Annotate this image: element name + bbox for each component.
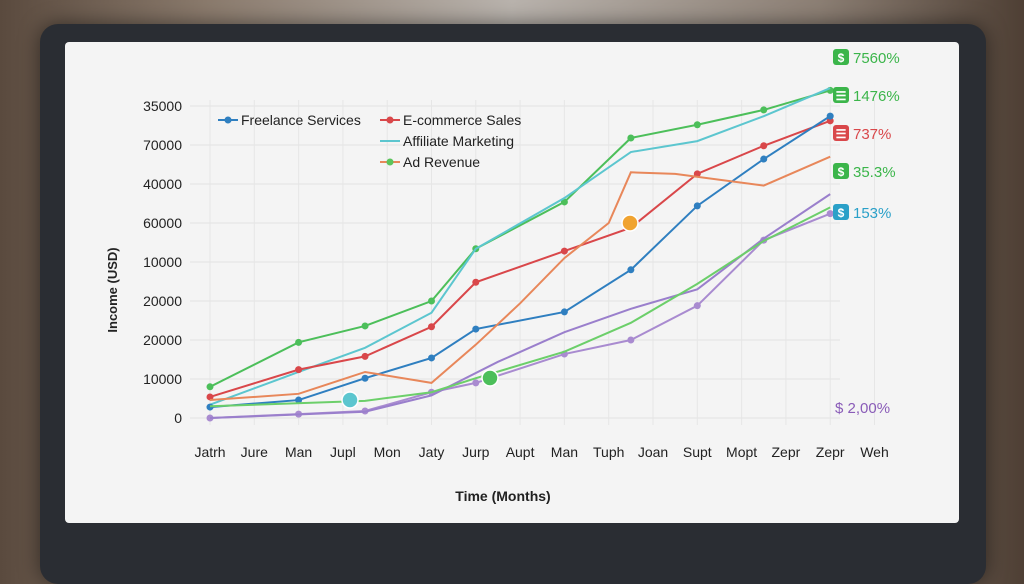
data-point [627, 266, 635, 274]
y-tick-label: 60000 [143, 215, 182, 231]
grid [190, 100, 875, 425]
y-tick-label: 40000 [143, 176, 182, 192]
data-point [428, 297, 435, 305]
data-point [361, 374, 369, 382]
x-tick-label: Zepr [772, 444, 801, 460]
x-tick-label: Aupt [506, 444, 535, 460]
annotations: $7560% ☰ 1476% ☰ 737% $ 35.3% $ 153% $ 2,00% [833, 49, 900, 417]
data-point [361, 322, 369, 330]
dollar-icon [833, 49, 849, 65]
x-tick-label: Mopt [726, 444, 757, 460]
data-point [560, 308, 568, 316]
chart-screen [65, 42, 959, 523]
data-point [428, 323, 435, 331]
dollar-icon-glyph: $ [838, 165, 845, 179]
series-line-1 [209, 87, 831, 406]
data-point [472, 278, 480, 286]
growth-label: $ 2,00% [835, 400, 890, 417]
legend-label: Ad Revenue [403, 154, 480, 170]
x-tick-label: Jupl [330, 444, 356, 460]
data-point [627, 134, 635, 142]
x-axis-ticks: Jatrh Jure Man Jupl Mon Jaty Jurp Aupt Man Tuph Jo… [194, 444, 888, 460]
x-tick-label: Supt [683, 444, 712, 460]
legend-marker [224, 116, 232, 124]
y-tick-label: 70000 [143, 137, 182, 153]
data-point [627, 336, 635, 344]
series-line-2 [209, 119, 831, 398]
cart-icon [833, 87, 849, 103]
series-lines [206, 86, 834, 422]
data-point [206, 383, 214, 391]
growth-label: 153% [853, 205, 891, 222]
x-tick-label: Jurp [462, 444, 489, 460]
dollar-icon-glyph: $ [838, 51, 845, 65]
data-point [295, 338, 303, 346]
x-tick-label: Man [551, 444, 578, 460]
coin-icon [621, 214, 639, 232]
y-axis-ticks: 0 10000 20000 20000 10000 60000 40000 70000 3500… [143, 98, 182, 426]
data-point [560, 247, 568, 255]
data-point [295, 366, 303, 374]
growth-label: 1476% [853, 88, 900, 105]
legend: Freelance Services E-commerce Sales Affili… [218, 112, 521, 170]
cart-icon [833, 125, 849, 141]
series-line-0 [209, 89, 831, 388]
legend-marker [386, 116, 394, 124]
data-point [361, 352, 369, 360]
data-point [472, 379, 480, 387]
data-point [295, 396, 303, 404]
series-line-4 [209, 155, 831, 402]
series-line-7 [209, 206, 831, 408]
legend-label: Affiliate Marketing [403, 133, 514, 149]
x-tick-label: Zepr [816, 444, 845, 460]
x-tick-label: Weh [860, 444, 889, 460]
data-point [826, 210, 834, 218]
data-point [760, 106, 768, 114]
dollar-icon [833, 204, 849, 220]
data-point [826, 86, 834, 94]
y-tick-label: 0 [174, 410, 182, 426]
data-point [826, 112, 834, 120]
x-tick-label: Jaty [419, 444, 445, 460]
x-axis-title: Time (Months) [455, 488, 550, 504]
cart-icon-glyph: ☰ [836, 127, 847, 141]
y-tick-label: 20000 [143, 332, 182, 348]
cart-icon-glyph: ☰ [836, 89, 847, 103]
coin-icon [341, 391, 359, 409]
dollar-icon [833, 163, 849, 179]
x-tick-label: Mon [374, 444, 401, 460]
data-point [428, 354, 435, 362]
data-point [206, 393, 214, 401]
data-point [693, 121, 701, 129]
x-tick-label: Jure [241, 444, 268, 460]
coin-icon [481, 369, 499, 387]
y-tick-label: 10000 [143, 254, 182, 270]
data-point [760, 155, 768, 163]
data-point [472, 325, 480, 333]
growth-label: 35.3% [853, 164, 896, 181]
income-line-chart: 0 10000 20000 20000 10000 60000 40000 70000 3500… [105, 49, 900, 504]
y-tick-label: 10000 [143, 371, 182, 387]
x-tick-label: Joan [638, 444, 668, 460]
x-tick-label: Jatrh [194, 444, 225, 460]
x-tick-label: Tuph [593, 444, 624, 460]
data-point [693, 202, 701, 210]
x-tick-label: Man [285, 444, 312, 460]
y-tick-label: 35000 [143, 98, 182, 114]
legend-label: E-commerce Sales [403, 112, 521, 128]
series-line-3 [209, 115, 831, 409]
y-tick-label: 20000 [143, 293, 182, 309]
dollar-icon-glyph: $ [838, 206, 845, 220]
legend-marker [386, 158, 394, 166]
legend-label: Freelance Services [241, 112, 361, 128]
data-point [760, 142, 768, 150]
y-axis-title: Income (USD) [105, 247, 120, 332]
data-point [693, 302, 701, 310]
growth-label: 7560% [853, 50, 900, 67]
growth-label: 737% [853, 126, 891, 143]
